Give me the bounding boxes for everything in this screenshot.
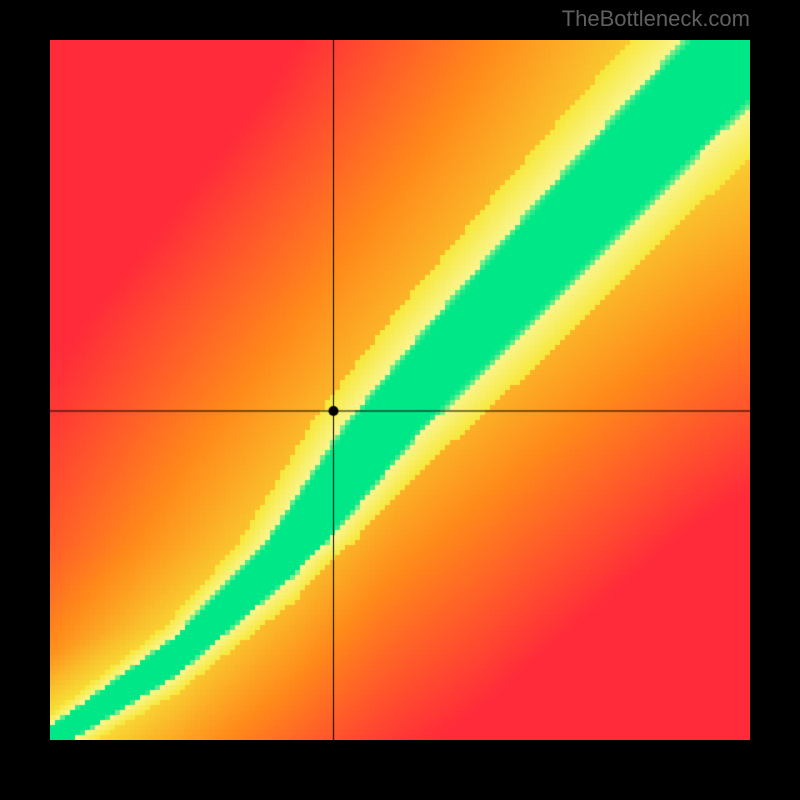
chart-container: TheBottleneck.com [0,0,800,800]
plot-area [50,40,750,740]
watermark-text: TheBottleneck.com [562,6,750,32]
heatmap-canvas [50,40,750,740]
